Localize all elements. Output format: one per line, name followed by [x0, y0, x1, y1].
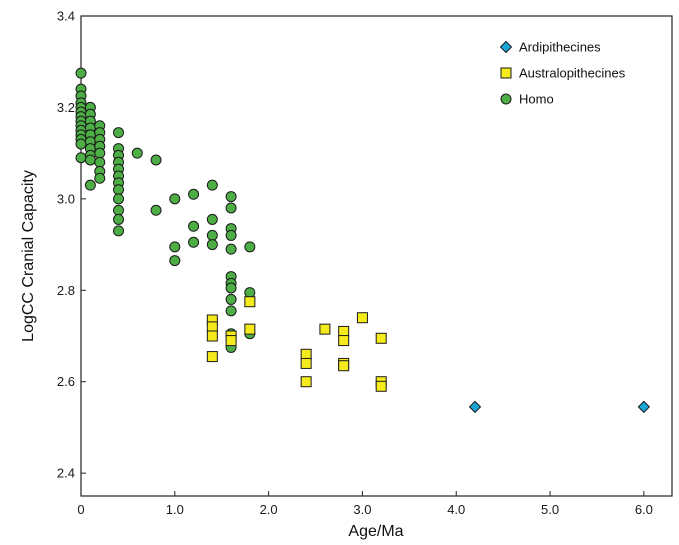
- circle-point: [94, 156, 106, 168]
- circle-point: [150, 154, 162, 166]
- legend-marker-square: [500, 67, 512, 79]
- x-tick-label: 2.0: [260, 502, 278, 517]
- x-tick-label: 3.0: [353, 502, 371, 517]
- circle-point: [75, 152, 87, 164]
- circle-point: [169, 255, 181, 267]
- circle-point: [225, 191, 237, 203]
- square-point: [206, 351, 218, 363]
- circle-point: [150, 204, 162, 216]
- legend: Ardipithecines Australopithecines Homo: [499, 40, 626, 107]
- square-point: [319, 323, 331, 335]
- circle-point: [244, 241, 256, 253]
- circle-point: [113, 184, 125, 196]
- circle-point: [206, 213, 218, 225]
- square-point: [300, 376, 312, 388]
- square-point: [225, 335, 237, 347]
- square-point: [338, 360, 350, 372]
- data-points: [75, 67, 651, 414]
- circle-point: [244, 287, 256, 299]
- square-point: [338, 325, 350, 337]
- x-tick-label: 0: [77, 502, 84, 517]
- x-tick-label: 4.0: [447, 502, 465, 517]
- square-point: [375, 332, 387, 344]
- legend-label: Ardipithecines: [519, 40, 601, 55]
- circle-point: [113, 193, 125, 205]
- circle-point: [225, 293, 237, 305]
- x-axis-title: Age/Ma: [348, 523, 403, 540]
- circle-point: [84, 179, 96, 191]
- legend-label: Australopithecines: [519, 66, 626, 81]
- circle-point: [188, 236, 200, 248]
- y-tick-label: 2.6: [57, 374, 75, 389]
- circle-point: [94, 147, 106, 159]
- square-point: [375, 380, 387, 392]
- y-tick-label: 2.4: [57, 466, 75, 481]
- square-point: [244, 296, 256, 308]
- legend-label: Homo: [519, 92, 554, 107]
- circle-point: [94, 172, 106, 184]
- circle-point: [225, 282, 237, 294]
- y-axis-title: LogCC Cranial Capacity: [20, 170, 37, 342]
- y-tick-label: 3.4: [57, 9, 75, 24]
- circle-point: [206, 179, 218, 191]
- circle-point: [206, 229, 218, 241]
- circle-point: [84, 154, 96, 166]
- square-point: [206, 321, 218, 333]
- y-axis: 2.4 2.6 2.8 3.0 3.2 3.4: [57, 9, 86, 481]
- y-tick-label: 2.8: [57, 283, 75, 298]
- plot-frame: [80, 15, 673, 497]
- y-tick-label: 3.2: [57, 100, 75, 115]
- diamond-point: [637, 400, 651, 414]
- diamond-point: [468, 400, 482, 414]
- circle-point: [206, 239, 218, 251]
- x-tick-label: 5.0: [541, 502, 559, 517]
- circle-point: [225, 202, 237, 214]
- square-point: [338, 335, 350, 347]
- circle-point: [75, 67, 87, 79]
- legend-marker-diamond: [499, 40, 513, 54]
- circle-point: [113, 127, 125, 139]
- y-tick-label: 3.0: [57, 191, 75, 206]
- circle-point: [113, 204, 125, 216]
- circle-point: [225, 305, 237, 317]
- square-point: [244, 323, 256, 335]
- circle-point: [169, 241, 181, 253]
- x-tick-label: 6.0: [635, 502, 653, 517]
- circle-point: [188, 220, 200, 232]
- x-axis: 0 1.0 2.0 3.0 4.0 5.0 6.0: [77, 491, 653, 517]
- circle-point: [225, 243, 237, 255]
- circle-point: [188, 188, 200, 200]
- circle-point: [113, 213, 125, 225]
- circle-point: [131, 147, 143, 159]
- circle-point: [225, 229, 237, 241]
- square-point: [206, 330, 218, 342]
- x-tick-label: 1.0: [166, 502, 184, 517]
- circle-point: [169, 193, 181, 205]
- circle-point: [75, 138, 87, 150]
- legend-marker-circle: [500, 93, 512, 105]
- square-point: [300, 348, 312, 360]
- square-point: [356, 312, 368, 324]
- square-point: [300, 357, 312, 369]
- circle-point: [113, 225, 125, 237]
